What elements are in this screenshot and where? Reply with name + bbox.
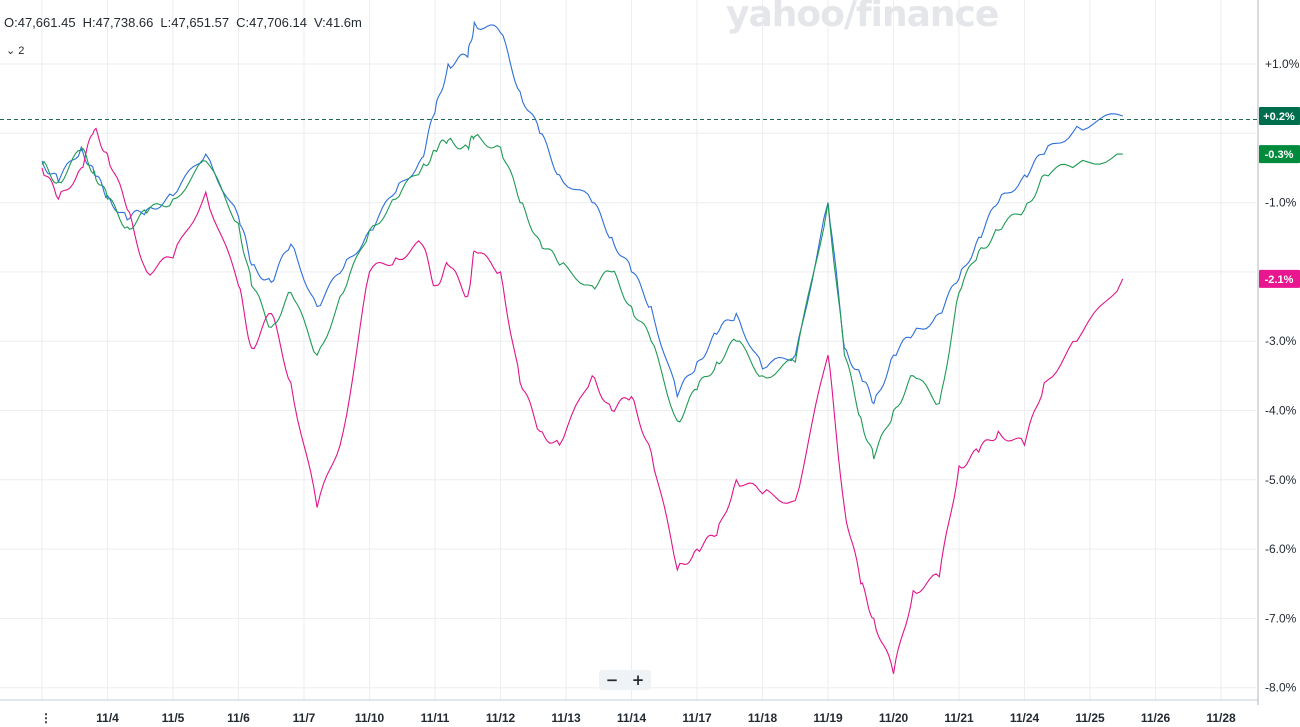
y-axis: +1.0% -1.0% -3.0% -4.0% -5.0% -6.0% -7.0% -8.0%: [1265, 57, 1300, 695]
x-tick-label: 11/24: [1010, 711, 1040, 725]
zoom-controls: − +: [599, 670, 651, 690]
legend-toggle[interactable]: ⌄ 2: [6, 45, 25, 57]
x-tick-label: 11/17: [682, 711, 712, 725]
series-layer: [41, 20, 1124, 674]
high-value: H:47,738.66: [82, 15, 154, 30]
x-tick-label: 11/4: [96, 711, 119, 725]
end-labels: +0.2% -0.3% -2.1%: [1259, 106, 1300, 288]
end-label-text: +0.2%: [1263, 111, 1295, 123]
zoom-out-button[interactable]: −: [599, 670, 625, 690]
x-tick-label: 11/7: [293, 711, 316, 725]
x-tick-label: 11/21: [944, 711, 974, 725]
x-tick-label: 11/20: [879, 711, 909, 725]
open-value: O:47,661.45: [4, 15, 76, 30]
y-tick-label: -3.0%: [1265, 334, 1297, 348]
end-label-bg: [1259, 269, 1300, 288]
x-tick-label: 11/25: [1075, 711, 1105, 725]
end-label-badge: -0.3%: [1259, 145, 1300, 164]
ohlc-readout: O:47,661.45 H:47,738.66 L:47,651.57 C:47,70…: [4, 15, 369, 30]
x-tick-label: 11/26: [1141, 711, 1171, 725]
x-tick-label: 11/12: [486, 711, 516, 725]
x-axis: ⋮ 11/4 11/5 11/6 11/7 11/10 11/11 11/12 11/13 11/…: [40, 711, 1236, 725]
x-tick-label: 11/14: [617, 711, 647, 725]
y-tick-label: +1.0%: [1265, 57, 1300, 71]
x-tick-label: 11/19: [813, 711, 843, 725]
series-line: [41, 127, 1124, 674]
close-value: C:47,706.14: [236, 15, 307, 30]
x-tick-label: 11/6: [227, 711, 250, 725]
end-label-bg: [1259, 145, 1300, 164]
y-tick-label: -5.0%: [1265, 473, 1297, 487]
y-tick-label: -7.0%: [1265, 611, 1297, 625]
y-tick-label: -4.0%: [1265, 404, 1297, 418]
x-tick-label: 11/10: [355, 711, 385, 725]
zoom-in-button[interactable]: +: [625, 670, 651, 690]
x-tick-label: 11/11: [421, 711, 450, 725]
chart-grid: [0, 0, 1258, 701]
low-value: L:47,651.57: [160, 15, 230, 30]
x-tick-label: 11/28: [1206, 711, 1236, 725]
end-label-text: -2.1%: [1265, 274, 1294, 286]
end-label-badge: +0.2%: [1259, 106, 1300, 125]
x-tick-label: 11/18: [748, 711, 778, 725]
volume-value: V:41.6m: [313, 15, 362, 30]
x-tick-label: 11/5: [162, 711, 185, 725]
end-label-text: -0.3%: [1265, 149, 1294, 161]
series-line: [41, 20, 1123, 405]
x-tick-mark: ⋮: [40, 711, 52, 725]
y-tick-label: -1.0%: [1265, 196, 1297, 210]
yahoo-finance-watermark: yahoo/finance: [726, 0, 999, 35]
x-tick-label: 11/13: [551, 711, 581, 725]
y-tick-label: -8.0%: [1265, 681, 1297, 695]
end-label-bg: [1259, 106, 1300, 125]
end-label-badge: -2.1%: [1259, 269, 1300, 288]
y-tick-label: -6.0%: [1265, 542, 1297, 556]
series-line: [41, 133, 1123, 460]
